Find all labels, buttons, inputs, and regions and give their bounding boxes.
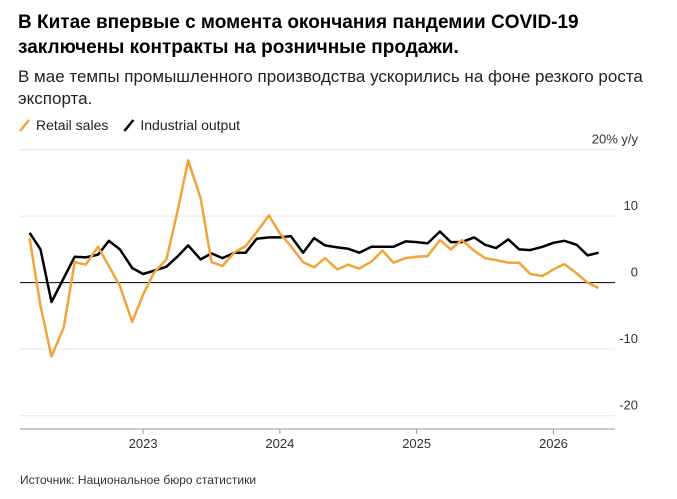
x-tick-label: 2023 (129, 436, 158, 451)
legend-marker (19, 119, 30, 132)
legend-marker (123, 119, 135, 132)
series-line (28, 230, 599, 304)
x-tick-label: 2026 (539, 436, 568, 451)
chart-subtitle: В мае темпы промышленного производства у… (18, 67, 643, 108)
chart-title: В Китае впервые с момента окончания панд… (18, 12, 579, 58)
y-tick-label: -20 (619, 398, 638, 413)
y-tick-label: 10 (624, 198, 638, 213)
legend-label: Retail sales (36, 117, 108, 133)
x-tick-label: 2025 (402, 436, 431, 451)
legend-label: Industrial output (140, 117, 240, 133)
y-tick-label: 0 (631, 265, 638, 280)
y-tick-label: 20% y/y (592, 132, 639, 147)
source: Источник: Национальное бюро статистики (20, 473, 256, 487)
x-tick-label: 2024 (265, 436, 294, 451)
series-line (28, 159, 600, 358)
y-tick-label: -10 (619, 331, 638, 346)
